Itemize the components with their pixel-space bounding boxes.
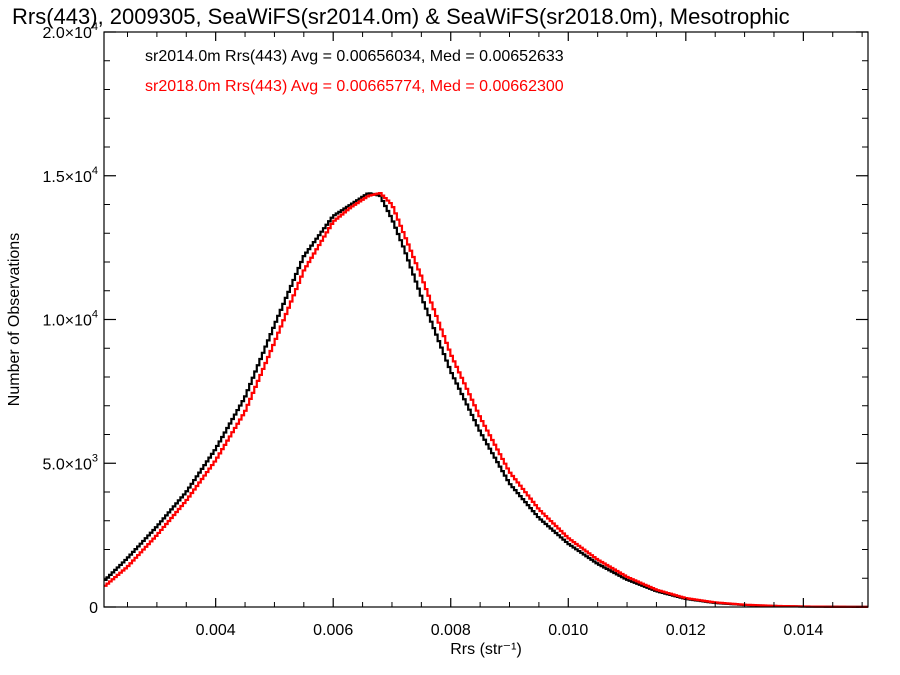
plot-frame bbox=[103, 31, 869, 608]
y-tick-label: 1.5×104 bbox=[42, 165, 98, 186]
y-tick-label: 0 bbox=[89, 600, 98, 617]
x-tick-label: 0.012 bbox=[666, 622, 706, 639]
histogram-series-2 bbox=[104, 192, 868, 608]
legend-entry-2: sr2018.0m Rrs(443) Avg = 0.00665774, Med… bbox=[145, 78, 564, 95]
histogram-series-1 bbox=[104, 192, 868, 608]
legend: sr2014.0m Rrs(443) Avg = 0.00656034, Med… bbox=[145, 48, 564, 95]
x-tick-label: 0.010 bbox=[548, 622, 588, 639]
plot-layer bbox=[104, 192, 868, 608]
x-axis-title: Rrs (str⁻¹) bbox=[450, 641, 522, 658]
y-axis-title: Number of Observations bbox=[6, 233, 23, 406]
y-tick-label: 2.0×104 bbox=[42, 21, 98, 42]
y-tick-label: 1.0×104 bbox=[42, 309, 98, 330]
x-tick-label: 0.006 bbox=[313, 622, 353, 639]
x-tick-label: 0.008 bbox=[431, 622, 471, 639]
y-tick-label: 5.0×103 bbox=[42, 452, 98, 473]
x-tick-label: 0.014 bbox=[783, 622, 823, 639]
x-tick-label: 0.004 bbox=[196, 622, 236, 639]
axis-ticks: 0.004 0.006 0.008 0.010 0.012 0.014 0 5.0×103 1.… bbox=[42, 21, 868, 639]
chart-title: Rrs(443), 2009305, SeaWiFS(sr2014.0m) & … bbox=[12, 4, 790, 29]
legend-entry-1: sr2014.0m Rrs(443) Avg = 0.00656034, Med… bbox=[145, 48, 564, 65]
